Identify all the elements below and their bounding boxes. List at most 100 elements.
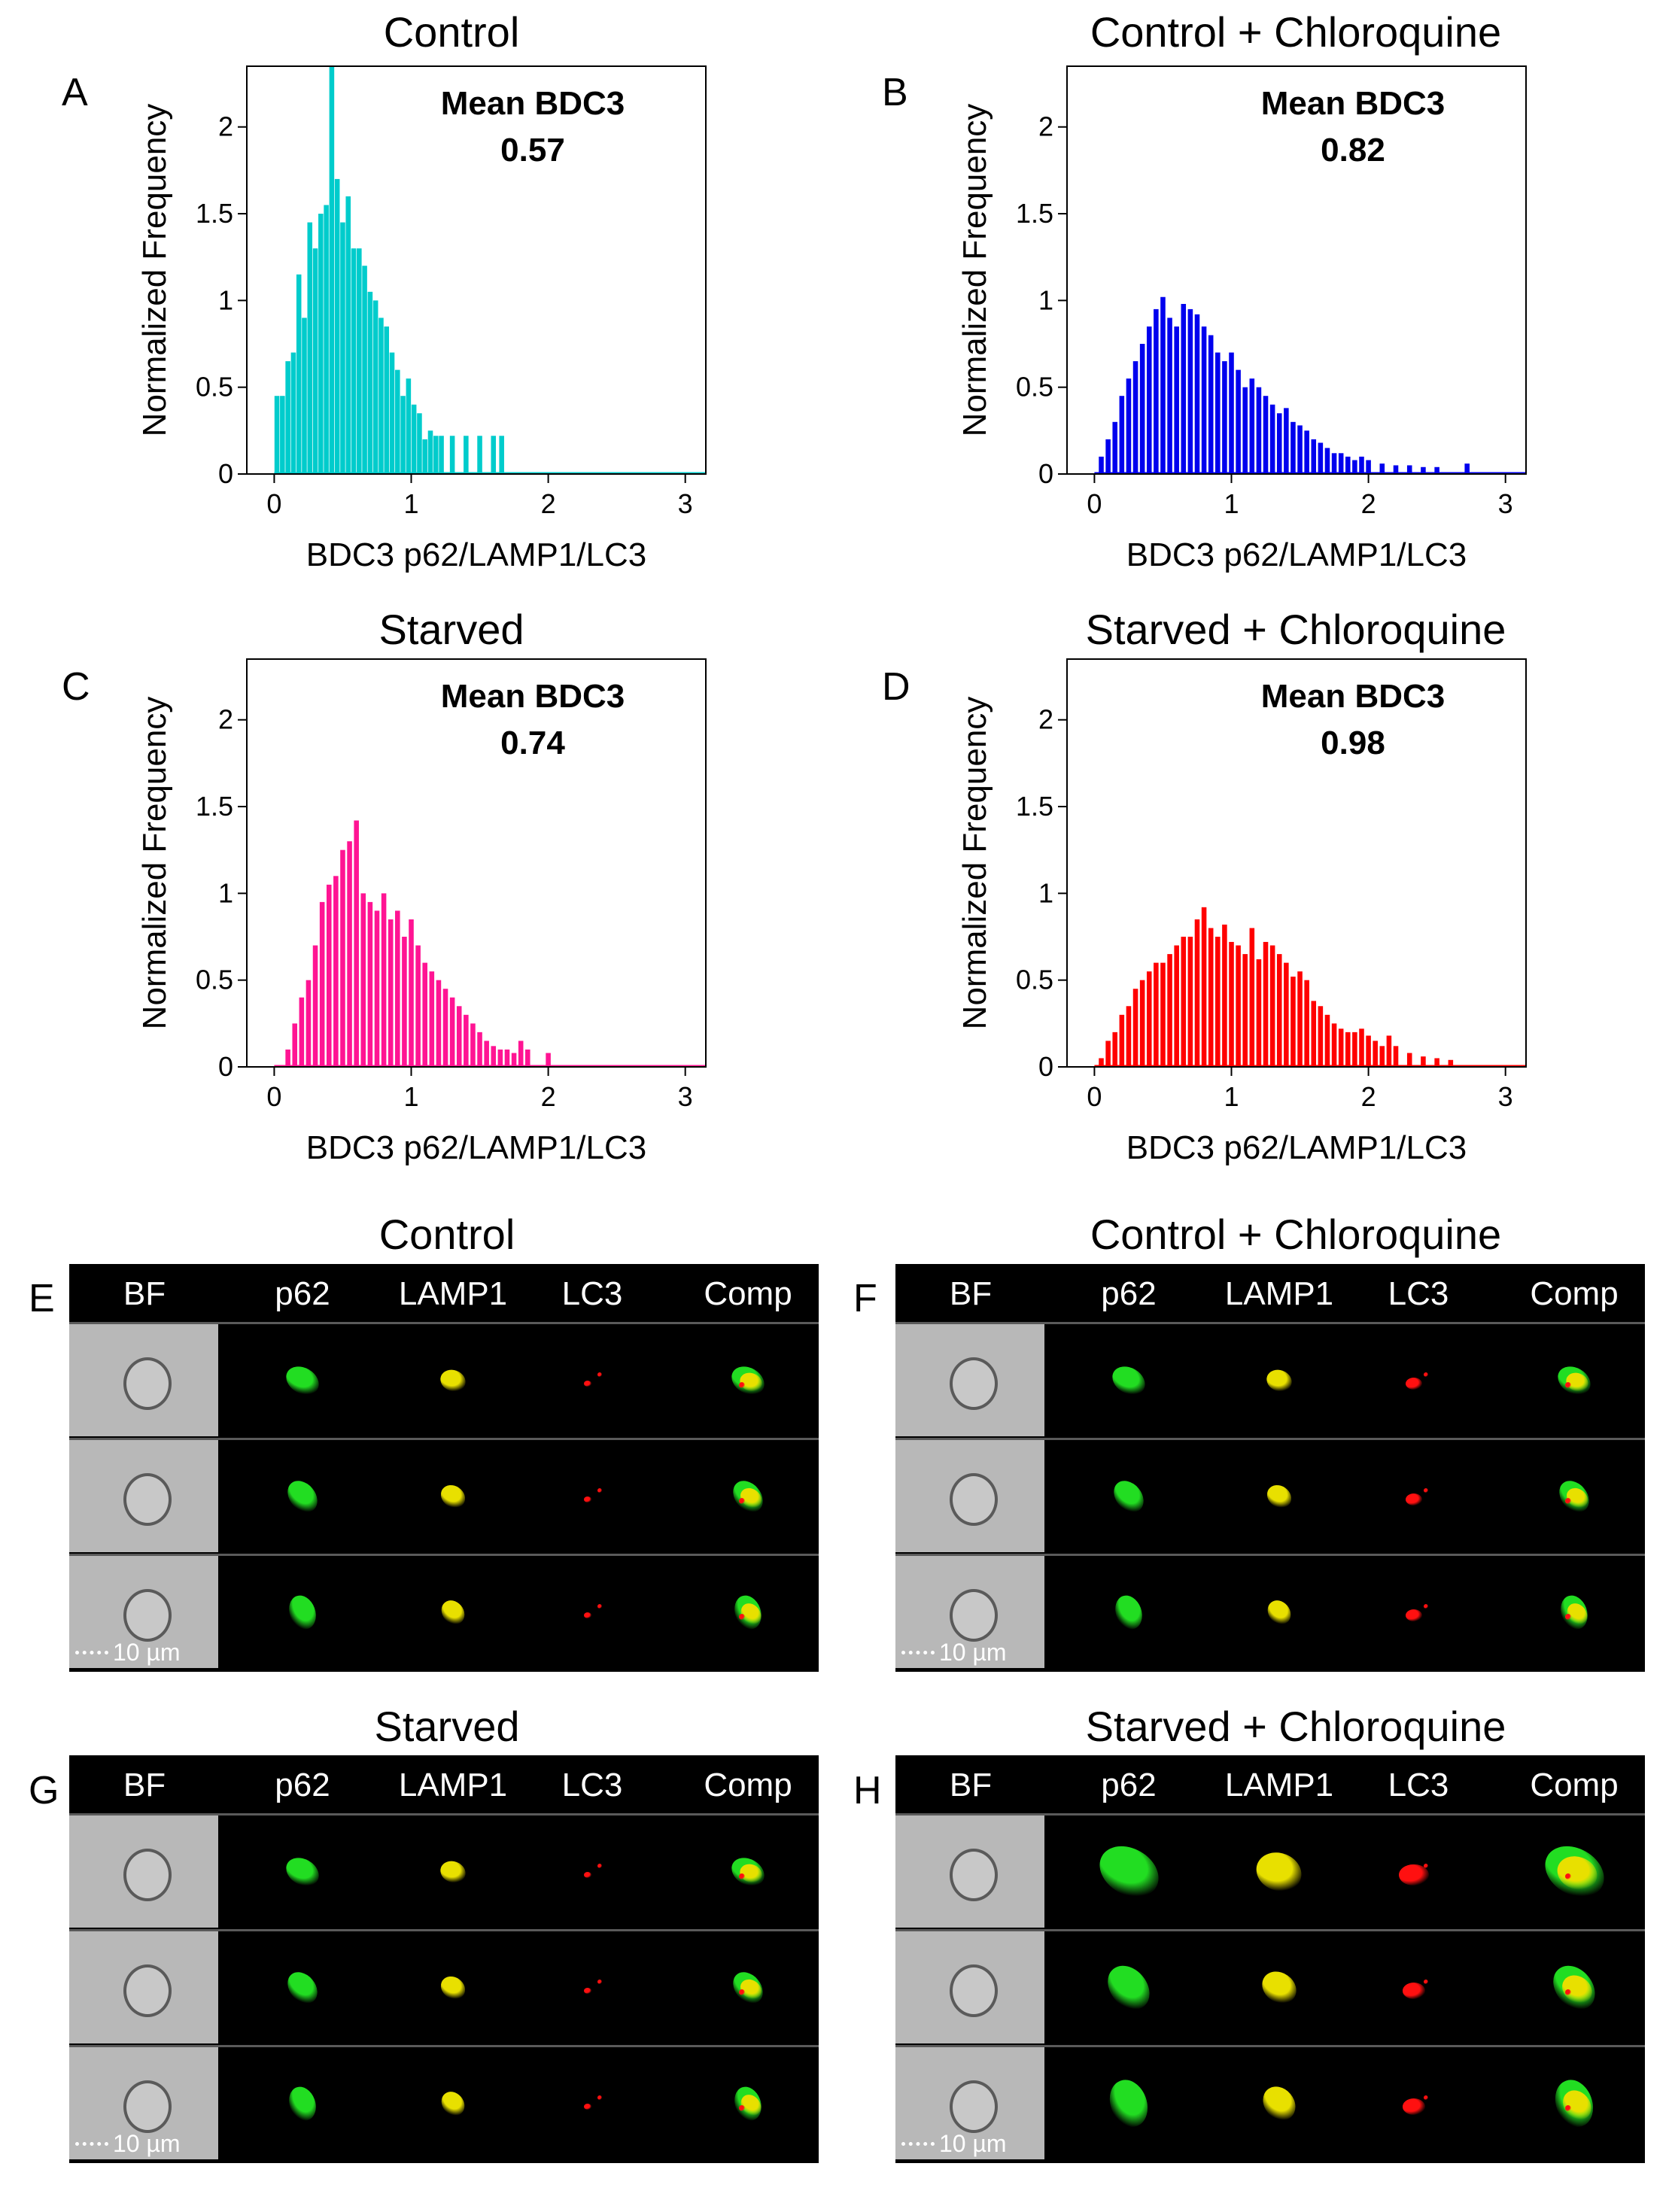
histogram-bar — [1366, 460, 1371, 474]
image-strip-e: BF p62 LAMP1 LC3 Comp 10 µm — [69, 1264, 819, 1672]
cell-brightfield — [123, 1473, 172, 1526]
histogram-bar — [400, 396, 406, 474]
channel-header: LC3 — [1388, 1767, 1449, 1803]
x-tick-label: 1 — [403, 488, 418, 519]
histogram-bar — [1290, 421, 1296, 474]
histogram-bar — [347, 841, 352, 1067]
histogram-bar — [1249, 928, 1255, 1067]
histogram-bar — [464, 436, 469, 474]
image-panel-letter: F — [853, 1277, 877, 1320]
histogram-bar — [1242, 387, 1248, 474]
row-separator — [895, 1322, 1645, 1324]
fluorescence-signal — [281, 1852, 324, 1892]
fluorescence-signal — [584, 1496, 591, 1503]
histogram-bar — [324, 205, 329, 474]
y-tick-label: 1.5 — [1016, 791, 1053, 822]
channel-header: p62 — [275, 1275, 330, 1312]
fluorescence-signal — [1107, 1360, 1151, 1401]
histogram-bar — [334, 178, 340, 474]
fluorescence-signal — [1103, 2074, 1154, 2133]
fluorescence-signal — [1565, 2105, 1571, 2111]
histogram-bar — [1099, 1058, 1104, 1067]
histogram-bar — [1421, 1056, 1426, 1067]
scale-bar-line — [901, 1651, 935, 1654]
histogram-bar — [285, 1049, 290, 1067]
histogram-panel-a: Control A 0 0.5 1 1.5 2 0 1 2 3 BDC3 p62/LAMP1/LC3 N… — [62, 8, 707, 573]
histogram-bar — [1167, 318, 1172, 474]
histogram-bar — [1256, 959, 1262, 1067]
scale-bar-line — [75, 2142, 108, 2146]
histogram-bar — [306, 980, 312, 1067]
histogram-bar — [427, 430, 433, 474]
histogram-bar — [1208, 928, 1214, 1067]
brightfield-image — [69, 2047, 218, 2159]
histogram-bar — [1222, 361, 1227, 474]
scale-bar: 10 µm — [75, 2130, 181, 2158]
scale-bar-label: 10 µm — [939, 2130, 1007, 2157]
fluorescence-signal — [1402, 2098, 1426, 2116]
brightfield-image — [895, 1815, 1044, 1928]
histogram-bar — [1393, 465, 1399, 474]
fluorescence-signal — [1090, 1836, 1168, 1908]
fluorescence-signal — [436, 1971, 470, 2004]
x-tick-label: 2 — [541, 1081, 556, 1112]
histogram-bar — [1099, 456, 1104, 474]
cell-brightfield — [123, 1357, 172, 1410]
histogram-bar — [290, 352, 296, 474]
histogram-bar — [1359, 456, 1364, 474]
mean-value: 0.98 — [1321, 725, 1385, 761]
histogram-bar — [1126, 378, 1132, 474]
cell-brightfield — [950, 2080, 998, 2133]
histogram-bar — [1105, 439, 1111, 474]
fluorescence-signal — [437, 1858, 469, 1886]
row-separator — [895, 1554, 1645, 1556]
histogram-bar — [1160, 962, 1166, 1067]
brightfield-image — [69, 1556, 218, 1668]
y-tick-label: 0.5 — [196, 372, 233, 403]
histogram-bar — [1421, 466, 1426, 474]
fluorescence-signal — [1406, 1493, 1422, 1506]
x-tick-label: 2 — [541, 488, 556, 519]
histogram-bar — [1406, 1053, 1412, 1067]
histogram-bar — [1105, 1041, 1111, 1067]
cell-brightfield — [123, 1589, 172, 1642]
histogram-bar — [1434, 1058, 1439, 1067]
y-tick-label: 2 — [218, 704, 233, 735]
scale-bar: 10 µm — [901, 2130, 1007, 2158]
histogram-bar — [415, 945, 421, 1067]
channel-header: LC3 — [561, 1767, 623, 1803]
histogram-bar — [299, 997, 305, 1067]
mean-value: 0.82 — [1321, 132, 1385, 169]
histogram-bar — [1249, 378, 1255, 474]
fluorescence-signal — [597, 2095, 602, 2100]
histogram-bar — [491, 1046, 497, 1067]
histogram-bar — [1154, 962, 1159, 1067]
channel-header: p62 — [275, 1767, 330, 1803]
histogram-bar — [1324, 448, 1330, 474]
fluorescence-signal — [739, 1989, 745, 1995]
x-tick-label: 3 — [678, 488, 693, 519]
histogram-bar — [312, 248, 318, 474]
fluorescence-signal — [584, 1381, 591, 1387]
histogram-bar — [1146, 971, 1152, 1067]
y-tick-label: 0.5 — [196, 965, 233, 995]
y-tick-label: 0.5 — [1016, 372, 1053, 403]
fluorescence-signal — [597, 1604, 602, 1609]
histogram-bar — [360, 893, 366, 1067]
channel-header: LAMP1 — [1224, 1275, 1334, 1312]
row-separator — [69, 1813, 819, 1815]
histogram-bar — [378, 318, 384, 474]
histogram-bar — [436, 980, 442, 1067]
x-tick-label: 1 — [1224, 488, 1239, 519]
histogram-bar — [1229, 352, 1234, 474]
histogram-bar — [1290, 977, 1296, 1067]
histogram-bar — [1181, 303, 1187, 474]
histogram-bar — [345, 196, 351, 474]
fluorescence-signal — [1424, 1604, 1428, 1609]
histogram-bar — [1345, 456, 1351, 474]
histogram-bar — [1448, 1059, 1454, 1067]
histogram-bar — [477, 1032, 482, 1067]
y-tick-label: 2 — [218, 111, 233, 142]
histogram-bar — [449, 436, 455, 474]
histogram-bar — [1167, 954, 1172, 1067]
